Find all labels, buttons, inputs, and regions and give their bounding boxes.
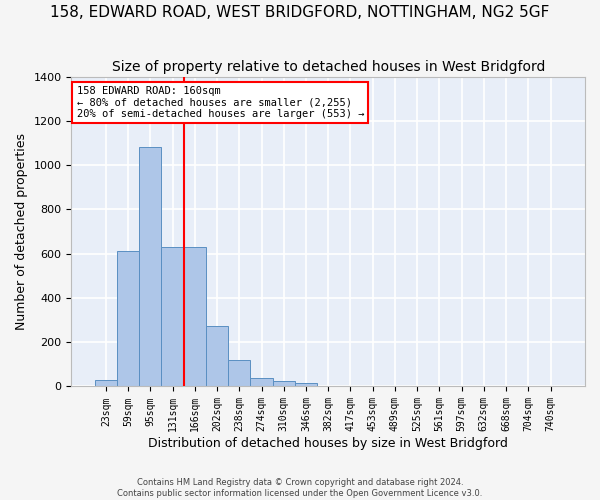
Bar xyxy=(161,247,184,386)
Bar xyxy=(184,247,206,386)
Bar xyxy=(272,381,295,386)
Bar xyxy=(95,380,117,386)
Text: Contains HM Land Registry data © Crown copyright and database right 2024.
Contai: Contains HM Land Registry data © Crown c… xyxy=(118,478,482,498)
Text: 158, EDWARD ROAD, WEST BRIDGFORD, NOTTINGHAM, NG2 5GF: 158, EDWARD ROAD, WEST BRIDGFORD, NOTTIN… xyxy=(50,5,550,20)
Bar xyxy=(117,252,139,386)
Bar xyxy=(206,326,228,386)
Y-axis label: Number of detached properties: Number of detached properties xyxy=(15,133,28,330)
Bar xyxy=(228,360,250,386)
Bar xyxy=(295,383,317,386)
Title: Size of property relative to detached houses in West Bridgford: Size of property relative to detached ho… xyxy=(112,60,545,74)
Bar xyxy=(139,148,161,386)
Bar xyxy=(250,378,272,386)
Text: 158 EDWARD ROAD: 160sqm
← 80% of detached houses are smaller (2,255)
20% of semi: 158 EDWARD ROAD: 160sqm ← 80% of detache… xyxy=(77,86,364,119)
X-axis label: Distribution of detached houses by size in West Bridgford: Distribution of detached houses by size … xyxy=(148,437,508,450)
